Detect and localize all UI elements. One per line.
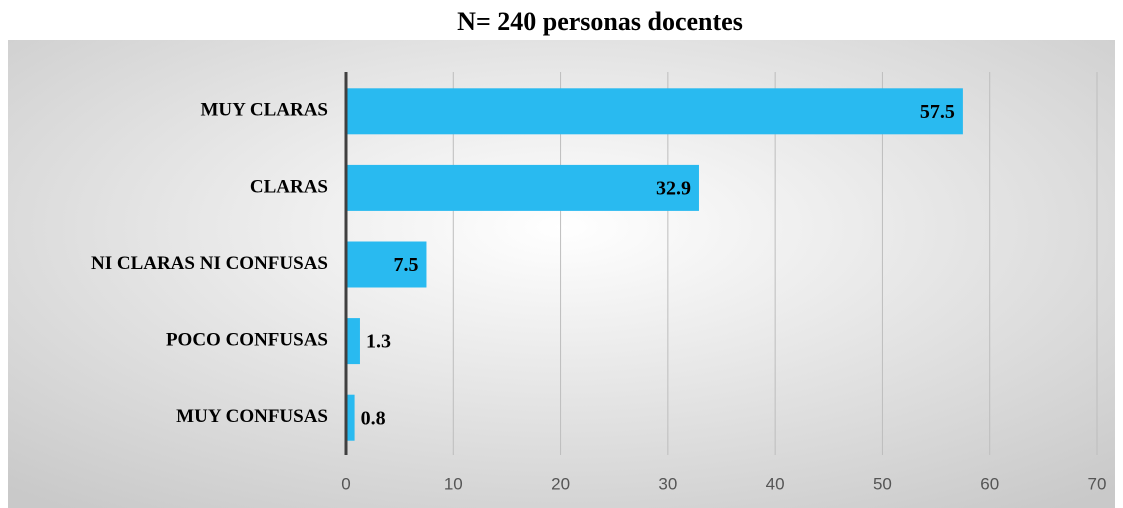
data-label: 0.8	[361, 407, 386, 429]
bar	[346, 394, 355, 441]
x-tick-label: 20	[551, 474, 570, 493]
y-tick-label: MUY CONFUSAS	[176, 406, 328, 427]
x-tick-label: 70	[1088, 474, 1107, 493]
data-label: 57.5	[920, 101, 955, 123]
data-label: 1.3	[366, 331, 391, 353]
bar	[346, 88, 963, 135]
bar	[346, 318, 360, 365]
y-tick-label: MUY CLARAS	[200, 100, 328, 121]
bar	[346, 241, 427, 288]
x-tick-label: 0	[341, 474, 350, 493]
y-tick-label: POCO CONFUSAS	[166, 329, 328, 350]
x-tick-label: 40	[766, 474, 785, 493]
data-label: 32.9	[656, 177, 691, 199]
y-tick-label: NI CLARAS NI CONFUSAS	[91, 253, 328, 274]
x-tick-label: 30	[658, 474, 677, 493]
x-tick-label: 50	[873, 474, 892, 493]
chart-title: N= 240 personas docentes	[457, 7, 743, 36]
bar	[346, 164, 699, 211]
data-label: 7.5	[393, 254, 418, 276]
x-tick-label: 60	[980, 474, 999, 493]
x-tick-label: 10	[444, 474, 463, 493]
y-tick-label: CLARAS	[250, 176, 328, 197]
